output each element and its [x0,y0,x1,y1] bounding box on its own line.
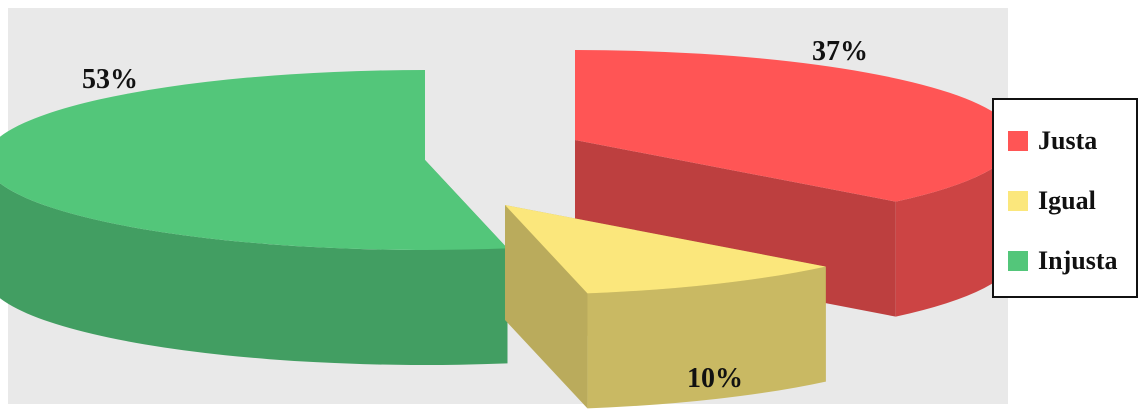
legend-item-justa: Justa [1008,126,1097,156]
pie-slice-justa-rim [895,140,1015,317]
legend-label-igual: Igual [1038,186,1096,215]
pie-value-label-justa: 37% [812,36,868,67]
pie-slice-igual-top [505,205,826,294]
legend-item-injusta: Injusta [1008,246,1117,276]
pie-slice-injusta-rim [0,183,508,365]
legend: Justa Igual Injusta [992,98,1138,298]
pie-slice-igual-wall-1 [505,205,588,409]
pie-labels: 37% 10% 53% [82,36,868,394]
pie-slice-injusta [0,70,508,365]
pie-slice-igual-rim [587,266,826,409]
pie-slice-justa-top [575,50,1016,202]
pie-slice-igual [505,205,826,409]
legend-swatch-igual [1008,191,1028,211]
legend-label-injusta: Injusta [1038,246,1118,275]
pie-value-label-injusta: 53% [82,64,138,95]
legend-item-igual: Igual [1008,186,1096,216]
pie-value-label-igual: 10% [687,363,743,394]
legend-swatch-injusta [1008,251,1028,271]
legend-swatch-justa [1008,131,1028,151]
pie-slices [0,50,1016,409]
legend-label-justa: Justa [1038,126,1098,155]
pie-slice-injusta-top [0,70,508,250]
